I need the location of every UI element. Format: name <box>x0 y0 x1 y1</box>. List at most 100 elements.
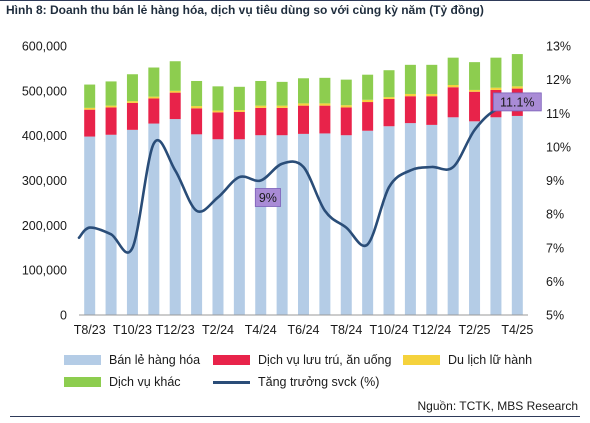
bar-segment-food <box>362 102 374 131</box>
bar-segment-retail <box>148 123 160 315</box>
bar-segment-travel <box>426 93 438 97</box>
bar-segment-other <box>84 84 96 108</box>
bar-segment-retail <box>276 135 288 315</box>
x-tick-label: T10/24 <box>370 323 409 337</box>
legend-item-growth: Tăng trưởng svck (%) <box>213 375 379 389</box>
callout-label: 11.1% <box>500 95 535 109</box>
bar-segment-other <box>148 67 160 97</box>
bar-segment-travel <box>255 105 267 108</box>
chart-legend: Bán lẻ hàng hóa Dịch vụ lưu trú, ăn uống… <box>0 349 590 395</box>
bar-segment-other <box>340 79 352 106</box>
bar-segment-food <box>340 107 352 136</box>
x-tick-label: T6/24 <box>288 323 320 337</box>
growth-line <box>77 107 519 254</box>
bar-segment-retail <box>447 117 459 315</box>
bar-segment-other <box>511 54 523 87</box>
bar-segment-other <box>276 81 288 106</box>
bar-segment-travel <box>191 106 203 109</box>
y-right-tick-label: 13% <box>546 40 571 54</box>
bar-segment-other <box>255 80 267 106</box>
bar-segment-travel <box>511 86 523 89</box>
bar-segment-travel <box>276 105 288 108</box>
bar-segment-travel <box>404 93 416 97</box>
x-tick-label: T12/24 <box>412 323 451 337</box>
bar-segment-food <box>298 105 309 134</box>
callout-box <box>492 92 542 112</box>
bar-segment-other <box>105 81 117 106</box>
y-right-tick-label: 7% <box>546 241 564 255</box>
bar-segment-retail <box>469 121 481 315</box>
bar-segment-retail <box>490 117 502 315</box>
legend-swatch-retail <box>64 355 101 365</box>
y-right-tick-label: 6% <box>546 275 564 289</box>
legend-item-travel: Du lịch lữ hành <box>403 353 532 367</box>
legend-item-other: Dịch vụ khác <box>64 375 181 389</box>
bar-segment-retail <box>383 126 395 315</box>
bar-segment-food <box>84 109 96 137</box>
legend-swatch-other <box>64 377 101 387</box>
bar-segment-travel <box>490 87 502 90</box>
legend-label-food: Dịch vụ lưu trú, ăn uống <box>258 353 392 367</box>
legend-label-other: Dịch vụ khác <box>109 375 181 389</box>
bar-segment-travel <box>340 105 352 108</box>
bar-segment-travel <box>469 89 481 92</box>
bar-segment-food <box>233 111 245 140</box>
bar-segment-other <box>126 74 138 102</box>
legend-swatch-growth <box>213 380 250 384</box>
chart-title: Hình 8: Doanh thu bán lẻ hàng hóa, dịch … <box>6 3 484 17</box>
y-right-tick-label: 5% <box>546 309 564 323</box>
y-right-tick-label: 11% <box>546 107 570 121</box>
x-tick-label: T8/24 <box>330 323 362 337</box>
y-left-tick-label: 600,000 <box>22 40 67 54</box>
bar-segment-travel <box>383 97 395 99</box>
bar-segment-food <box>469 91 481 122</box>
bar-segment-other <box>212 86 224 111</box>
chart-area: 0 100,000 200,000 300,000 400,000 500,000 600,… <box>22 40 571 338</box>
bar-segment-food <box>404 96 416 124</box>
bar-segment-travel <box>148 96 160 99</box>
source-note: Nguồn: TCTK, MBS Research <box>417 399 578 413</box>
bar-segment-other <box>191 80 203 107</box>
x-tick-label: T4/24 <box>245 323 277 337</box>
bar-segment-food <box>126 102 138 130</box>
bar-segment-food <box>212 112 224 140</box>
y-right-tick-label: 9% <box>546 174 564 188</box>
bar-segment-other <box>404 64 416 94</box>
legend-swatch-food <box>213 355 250 365</box>
y-left-tick-label: 0 <box>60 309 67 323</box>
bar-segment-travel <box>233 110 245 112</box>
bar-segment-retail <box>191 134 203 315</box>
bar-segment-retail <box>362 130 374 315</box>
bar-segment-travel <box>319 103 331 106</box>
bar-segment-food <box>148 98 160 124</box>
bar-segment-retail <box>105 134 117 315</box>
bar-segment-food <box>169 92 181 120</box>
legend-label-growth: Tăng trưởng svck (%) <box>258 375 380 389</box>
bar-segment-travel <box>105 105 117 108</box>
x-tick-label: T8/23 <box>74 323 106 337</box>
bar-segment-other <box>319 77 331 104</box>
bar-segment-travel <box>362 99 374 103</box>
bar-segment-other <box>426 64 438 94</box>
bar-segment-other <box>383 70 395 98</box>
bar-segment-food <box>447 87 459 118</box>
legend-swatch-travel <box>403 355 440 365</box>
bar-segment-retail <box>298 133 309 315</box>
bar-segment-retail <box>212 139 224 315</box>
bar-segment-retail <box>169 119 181 315</box>
bar-segment-retail <box>126 129 138 315</box>
bar-segment-retail <box>233 139 245 315</box>
bar-segment-travel <box>169 90 181 93</box>
y-left-tick-label: 200,000 <box>22 219 67 233</box>
bar-segment-travel <box>447 85 459 88</box>
y-left-tick-label: 300,000 <box>22 174 67 188</box>
x-tick-label: T2/24 <box>202 323 234 337</box>
callout-box <box>254 188 281 207</box>
bar-segment-retail <box>84 136 96 315</box>
callout-label: 9% <box>259 191 277 205</box>
bar-segment-retail <box>426 124 438 315</box>
y-right-tick-label: 10% <box>546 140 571 154</box>
bar-segment-food <box>105 107 117 135</box>
bar-segment-food <box>255 107 267 136</box>
bar-segment-travel <box>298 103 309 106</box>
